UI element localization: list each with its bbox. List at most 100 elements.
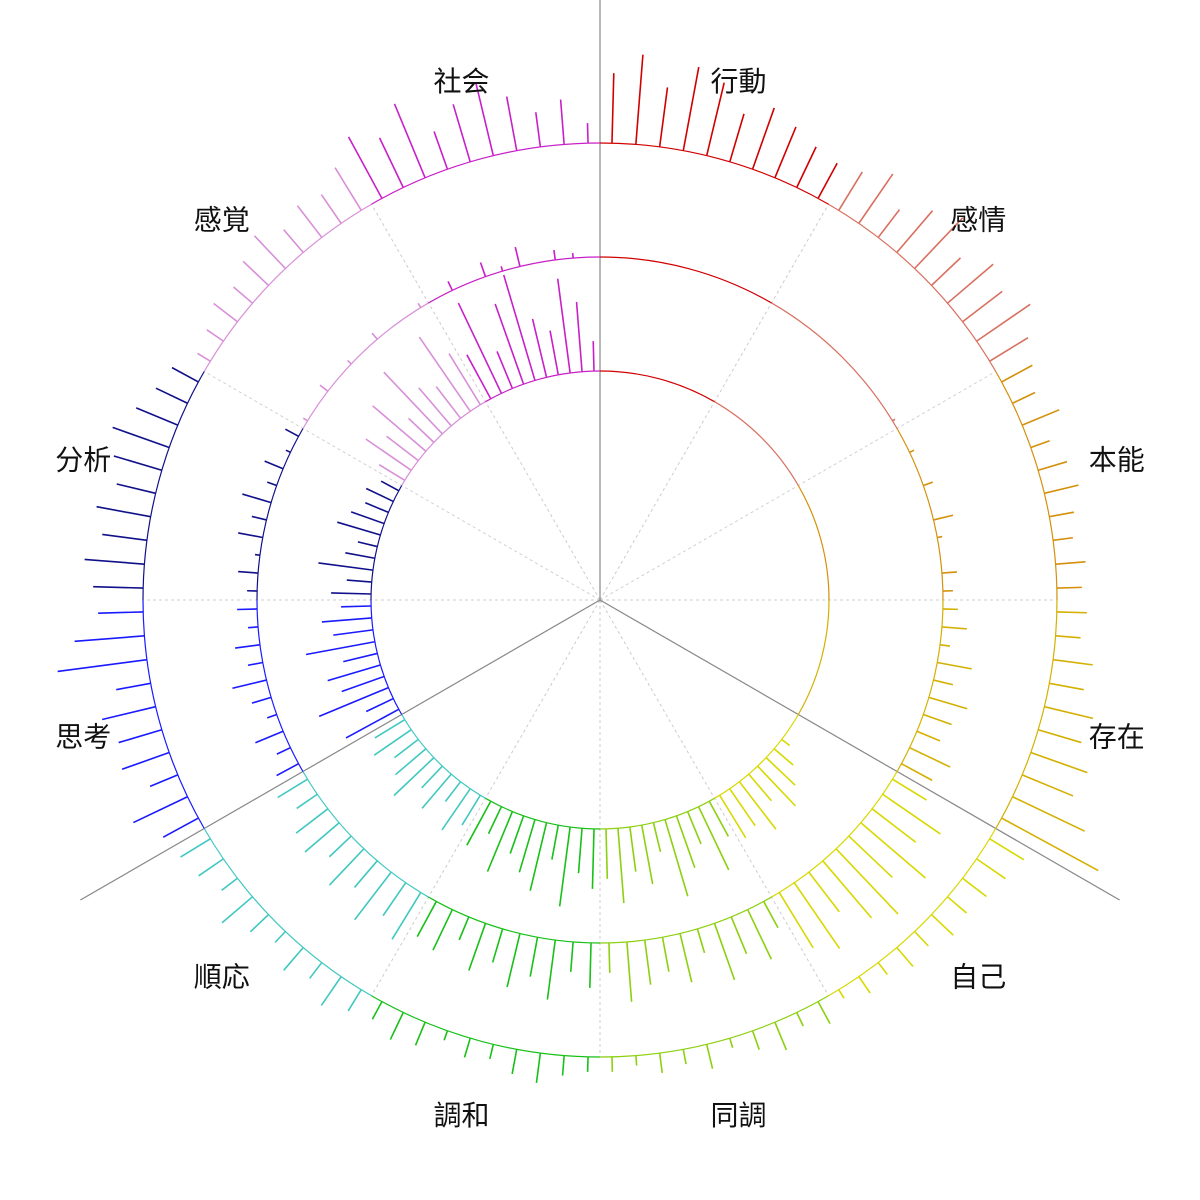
bar xyxy=(629,826,637,872)
ring-arc xyxy=(599,256,772,304)
ring-arc xyxy=(142,371,205,601)
bar xyxy=(347,989,362,1012)
bar xyxy=(96,505,151,518)
sector-label: 行動 xyxy=(710,65,766,98)
sector-label: 調和 xyxy=(434,1099,490,1132)
bar xyxy=(254,553,261,557)
bar xyxy=(365,697,394,713)
ring-arc xyxy=(797,485,830,601)
bar xyxy=(896,210,934,254)
bar xyxy=(617,828,625,904)
bar xyxy=(558,826,571,907)
bar xyxy=(421,765,443,789)
sector-label: 分析 xyxy=(55,444,111,477)
bar xyxy=(486,811,514,872)
bar xyxy=(675,815,696,868)
sector-label: 感情 xyxy=(950,204,1006,237)
bar xyxy=(441,788,471,831)
ring-arc xyxy=(371,995,601,1058)
bar xyxy=(1037,729,1082,744)
divider-line xyxy=(599,599,1120,901)
bar xyxy=(577,828,583,874)
bar xyxy=(858,976,871,994)
bar xyxy=(822,860,873,919)
bar xyxy=(838,989,845,999)
bar xyxy=(494,303,525,385)
bar xyxy=(328,835,352,858)
bar xyxy=(682,1049,687,1065)
ring-arc xyxy=(995,599,1058,829)
bar xyxy=(1021,774,1074,797)
ring-arc xyxy=(896,428,944,601)
bar xyxy=(877,209,901,238)
bar xyxy=(1049,511,1075,518)
bar xyxy=(251,515,267,521)
bar xyxy=(757,765,797,807)
bar xyxy=(1055,635,1081,639)
bar xyxy=(913,930,929,947)
bar xyxy=(1001,364,1033,383)
bar xyxy=(371,332,378,340)
bar xyxy=(221,877,238,892)
bar xyxy=(285,449,291,454)
ring-arc xyxy=(485,797,601,830)
bar xyxy=(308,962,323,979)
bar xyxy=(206,329,224,342)
bar xyxy=(708,800,730,837)
bar xyxy=(372,405,427,452)
bar xyxy=(705,82,725,156)
bar xyxy=(457,302,503,394)
bar xyxy=(389,1012,404,1040)
bar xyxy=(248,626,259,629)
bar xyxy=(238,570,259,574)
bar xyxy=(930,257,962,287)
ring-arc xyxy=(256,599,304,772)
bar xyxy=(511,1049,518,1075)
bar xyxy=(197,352,211,362)
bar xyxy=(113,455,163,471)
bar xyxy=(882,793,941,835)
bar xyxy=(941,626,967,630)
bar xyxy=(962,877,987,898)
bar xyxy=(496,351,514,389)
bar xyxy=(635,1055,638,1066)
bar xyxy=(1030,751,1088,774)
bar xyxy=(238,532,263,539)
bar xyxy=(407,417,435,443)
ring-arc xyxy=(203,203,372,372)
sector-label: 同調 xyxy=(710,1099,766,1132)
bar xyxy=(989,838,1025,861)
bar xyxy=(341,605,372,608)
ring-arc xyxy=(599,142,829,205)
bar xyxy=(586,123,589,144)
ring-arc xyxy=(714,714,799,799)
bar xyxy=(242,260,270,287)
bar xyxy=(817,162,838,199)
bar xyxy=(1044,484,1079,495)
bar xyxy=(435,386,462,419)
bar xyxy=(502,274,536,381)
bar xyxy=(393,757,435,797)
bar xyxy=(93,585,144,589)
ring-arc xyxy=(828,828,997,997)
bar xyxy=(304,822,340,853)
bar xyxy=(365,438,412,471)
bar xyxy=(443,1030,449,1041)
bar xyxy=(347,136,383,199)
bar xyxy=(592,341,595,372)
bar xyxy=(458,916,470,941)
bar xyxy=(321,617,372,623)
bar xyxy=(305,640,375,656)
bar xyxy=(773,748,794,766)
bar xyxy=(729,113,745,163)
bar xyxy=(551,825,560,860)
ring-arc xyxy=(599,896,772,944)
bar xyxy=(1001,817,1099,872)
bar xyxy=(608,942,611,973)
bar xyxy=(514,246,521,267)
ring-arc xyxy=(203,828,372,997)
bar xyxy=(112,426,170,449)
bar xyxy=(941,571,957,574)
bar xyxy=(328,848,365,886)
